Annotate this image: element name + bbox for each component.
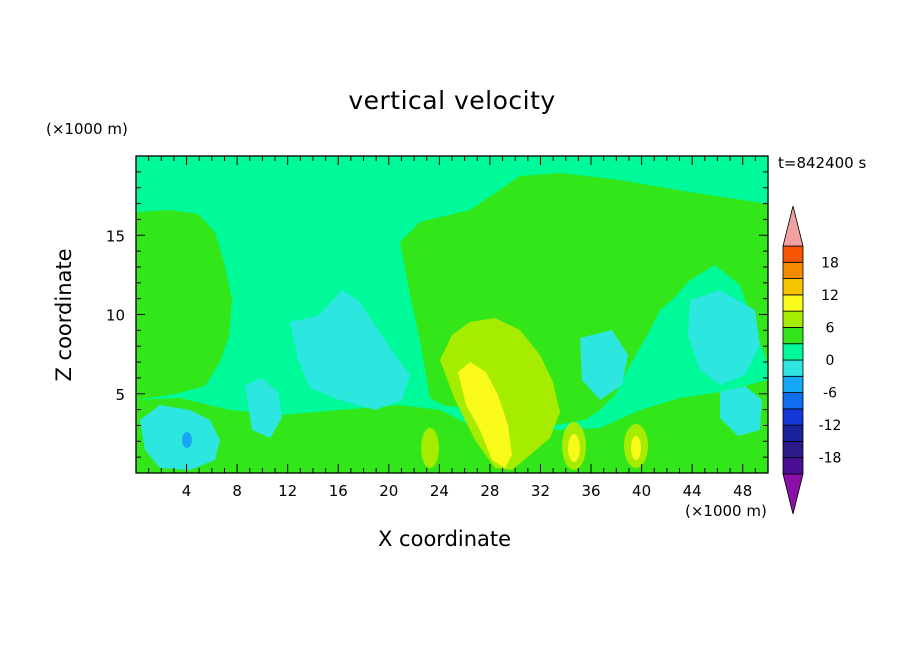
time-label: t=842400 s [778,154,867,172]
x-tick-label: 8 [232,482,242,500]
low-level-updraft-band [136,380,768,473]
updraft-core-36 [568,434,580,462]
colorbar-band [782,457,804,475]
y-axis-unit: (×1000 m) [46,120,128,138]
colorbar-tick-label: 12 [821,288,839,304]
y-tick-label: 15 [106,227,125,245]
right-downdraft-central [580,330,628,400]
x-axis-unit: (×1000 m) [685,502,767,520]
lower-left-downdraft [140,405,220,470]
x-tick-label: 40 [632,482,651,500]
colorbar-band [782,424,804,442]
colorbar: 18 12 6 0 -6 -12 -18 [782,205,842,515]
x-axis-label: X coordinate [378,527,512,551]
colorbar-tick-label: 18 [821,255,839,271]
updraft-cell-24 [421,428,439,468]
colorbar-band [782,359,804,377]
colorbar-band [782,310,804,328]
colorbar-band [782,441,804,459]
x-tick-label: 12 [278,482,297,500]
y-tick-label: 10 [106,307,125,325]
colorbar-band [782,392,804,410]
x-tick-label: 48 [733,482,752,500]
central-updraft-core [440,318,560,470]
colorbar-band [782,278,804,296]
colorbar-tick-label: -18 [819,451,842,467]
colorbar-over-triangle [782,205,804,247]
colorbar-under-triangle [782,473,804,515]
colorbar-band [782,245,804,263]
colorbar-tick-label: 6 [826,320,835,336]
colorbar-band [782,375,804,393]
colorbar-band [782,327,804,345]
colorbar-tick-label: 0 [826,353,835,369]
colorbar-band [782,294,804,312]
chart-title: vertical velocity [348,86,556,115]
x-tick-label: 20 [379,482,398,500]
x-tick-label: 24 [430,482,449,500]
strongest-downdraft-cell [182,432,192,448]
upper-left-updraft-zone [136,210,232,400]
y-tick-label: 5 [115,386,125,404]
velocity-field [136,156,768,473]
low-downdraft-10km [245,378,282,438]
colorbar-band [782,261,804,279]
x-tick-label: 32 [531,482,550,500]
right-low-downdraft [720,386,762,436]
x-tick-label: 16 [329,482,348,500]
colorbar-tick-label: -12 [819,418,842,434]
colorbar-band [782,408,804,426]
colorbar-band [782,343,804,361]
mid-left-downdraft [290,290,410,410]
colorbar-tick-label: -6 [823,386,837,402]
x-tick-label: 28 [480,482,499,500]
x-tick-label: 44 [683,482,702,500]
updraft-core-40 [631,436,641,460]
central-updraft-max [458,362,512,468]
right-downdraft [688,290,760,385]
x-tick-label: 4 [182,482,192,500]
x-tick-label: 36 [581,482,600,500]
